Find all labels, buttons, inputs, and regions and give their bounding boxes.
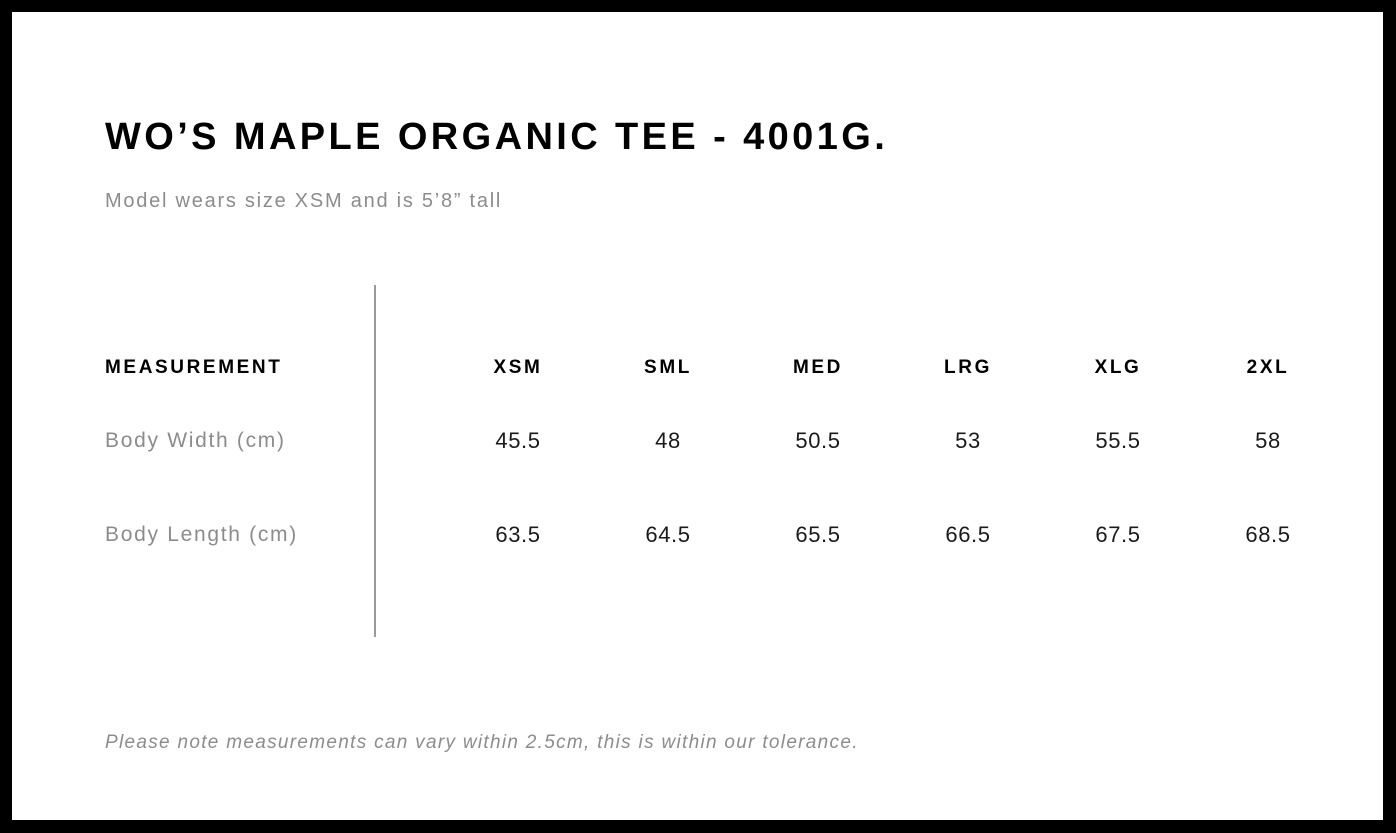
cell-body-length-med: 65.5 [795, 522, 841, 547]
column-header-xlg: XLG [1094, 357, 1142, 378]
cell-body-width-sml: 48 [655, 428, 681, 453]
column-header-sml: SML [644, 357, 692, 378]
table-header-row: MEASUREMENT XSM SML MED LRG XLG 2XL [93, 342, 1343, 394]
model-info-subtitle: Model wears size XSM and is 5’8” tall [105, 190, 503, 212]
cell-body-length-xlg: 67.5 [1095, 522, 1141, 547]
cell-body-width-med: 50.5 [795, 428, 841, 453]
row-label-body-length: Body Length (cm) [105, 523, 298, 546]
measurement-table-region: MEASUREMENT XSM SML MED LRG XLG 2XL Body… [12, 12, 1383, 820]
cell-body-width-2xl: 58 [1255, 428, 1281, 453]
cell-body-width-lrg: 53 [955, 428, 981, 453]
column-header-measurement: MEASUREMENT [105, 357, 283, 378]
measurement-table: MEASUREMENT XSM SML MED LRG XLG 2XL Body… [93, 342, 1343, 582]
tolerance-footnote: Please note measurements can vary within… [105, 732, 859, 753]
table-row: Body Length (cm) 63.5 64.5 65.5 66.5 67.… [93, 488, 1343, 582]
table-row: Body Width (cm) 45.5 48 50.5 53 55.5 58 [93, 394, 1343, 488]
cell-body-length-lrg: 66.5 [945, 522, 991, 547]
heading-block: WO’S MAPLE ORGANIC TEE - 4001G. Model we… [105, 115, 1305, 212]
cell-body-width-xlg: 55.5 [1095, 428, 1141, 453]
cell-body-length-xsm: 63.5 [495, 522, 541, 547]
cell-body-length-sml: 64.5 [645, 522, 691, 547]
cell-body-width-xsm: 45.5 [495, 428, 541, 453]
column-header-med: MED [792, 357, 844, 378]
column-header-2xl: 2XL [1246, 357, 1290, 378]
cell-body-length-2xl: 68.5 [1245, 522, 1291, 547]
row-label-body-width: Body Width (cm) [105, 429, 286, 452]
column-header-xsm: XSM [493, 357, 543, 378]
size-chart-card: WO’S MAPLE ORGANIC TEE - 4001G. Model we… [12, 12, 1383, 820]
page-title: WO’S MAPLE ORGANIC TEE - 4001G. [105, 116, 889, 158]
column-header-lrg: LRG [944, 357, 992, 378]
column-divider [374, 285, 376, 637]
